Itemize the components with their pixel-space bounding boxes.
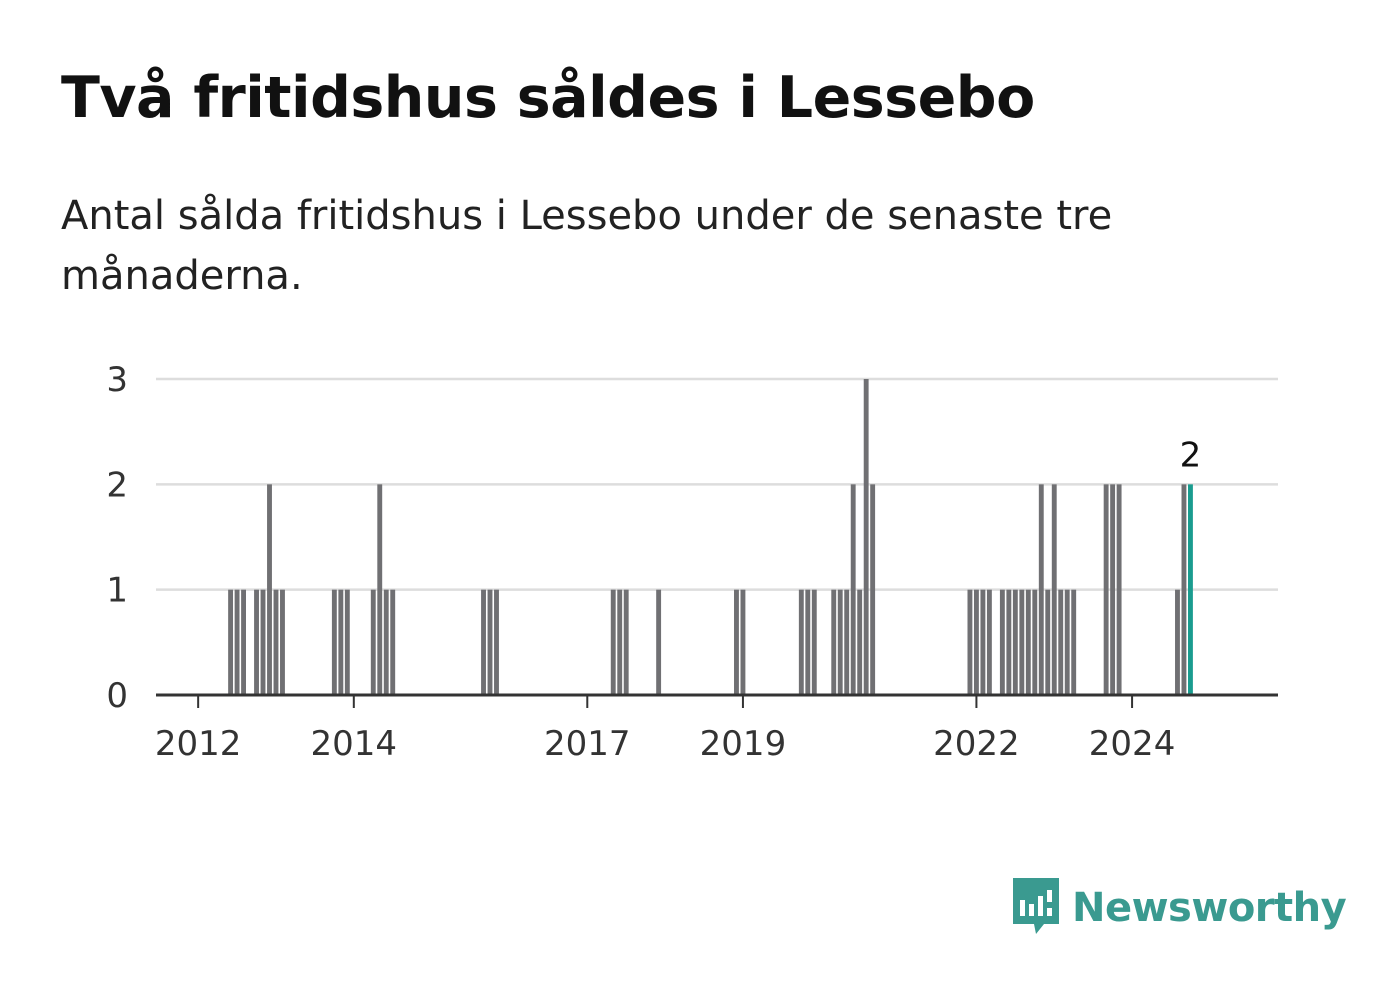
- newsworthy-brand: Newsworthy: [1010, 874, 1347, 942]
- y-tick-label: 1: [106, 571, 128, 611]
- bar: [1051, 484, 1057, 695]
- bar: [1110, 484, 1116, 695]
- bar: [986, 589, 992, 695]
- bar: [980, 589, 986, 695]
- newsworthy-logo-icon: [1010, 874, 1062, 942]
- bar: [831, 589, 837, 695]
- bar: [1019, 589, 1025, 695]
- bar: [260, 589, 266, 695]
- x-tick-label: 2024: [1089, 724, 1176, 764]
- bar: [740, 589, 746, 695]
- bar: [383, 589, 389, 695]
- bar: [999, 589, 1005, 695]
- bar: [1103, 484, 1109, 695]
- chart-subtitle: Antal sålda fritidshus i Lessebo under d…: [61, 193, 1113, 299]
- bar: [844, 589, 850, 695]
- bar: [837, 589, 843, 695]
- chart-title: Två fritidshus såldes i Lessebo: [61, 65, 1035, 131]
- y-tick-label: 3: [106, 360, 128, 400]
- bar: [338, 589, 344, 695]
- x-tick-label: 2012: [155, 724, 242, 764]
- bar: [1045, 589, 1051, 695]
- bar: [254, 589, 259, 695]
- bar: [811, 589, 817, 695]
- bar: [494, 589, 499, 695]
- bar: [1064, 589, 1070, 695]
- bar: [370, 589, 376, 695]
- x-tick-label: 2019: [700, 724, 787, 764]
- bar: [623, 589, 629, 695]
- bar: [280, 589, 285, 695]
- bar: [234, 589, 240, 695]
- bar: [481, 589, 486, 695]
- y-tick-label: 0: [106, 676, 128, 716]
- bar: [331, 589, 337, 695]
- bar: [967, 589, 973, 695]
- brand-name: Newsworthy: [1072, 885, 1347, 931]
- bar: [863, 379, 869, 695]
- bar-highlight: [1188, 484, 1193, 695]
- bar: [241, 589, 246, 695]
- bar: [1038, 484, 1044, 695]
- bar: [1116, 484, 1122, 695]
- bar: [734, 589, 739, 695]
- bar: [1071, 589, 1077, 695]
- bar: [273, 589, 279, 695]
- x-tick-label: 2017: [544, 724, 631, 764]
- bar: [377, 484, 383, 695]
- bar: [798, 589, 804, 695]
- bar: [344, 589, 350, 695]
- bar: [1006, 589, 1012, 695]
- bar: [267, 484, 272, 695]
- bar: [1012, 589, 1018, 695]
- bar: [1175, 589, 1180, 695]
- bar: [1032, 589, 1038, 695]
- bar: [870, 484, 876, 695]
- x-tick-label: 2022: [933, 724, 1020, 764]
- bar: [1181, 484, 1187, 695]
- x-tick-label: 2014: [311, 724, 398, 764]
- bar: [850, 484, 856, 695]
- bar: [656, 589, 662, 695]
- bar: [857, 589, 863, 695]
- bar: [1025, 589, 1031, 695]
- bar: [1058, 589, 1064, 695]
- bar-value-label: 2: [1180, 435, 1202, 475]
- bar: [617, 589, 623, 695]
- bar: [973, 589, 979, 695]
- bar: [228, 589, 234, 695]
- bar: [390, 589, 396, 695]
- y-tick-label: 2: [106, 465, 128, 505]
- bar: [610, 589, 616, 695]
- bar: [487, 589, 493, 695]
- bar: [805, 589, 811, 695]
